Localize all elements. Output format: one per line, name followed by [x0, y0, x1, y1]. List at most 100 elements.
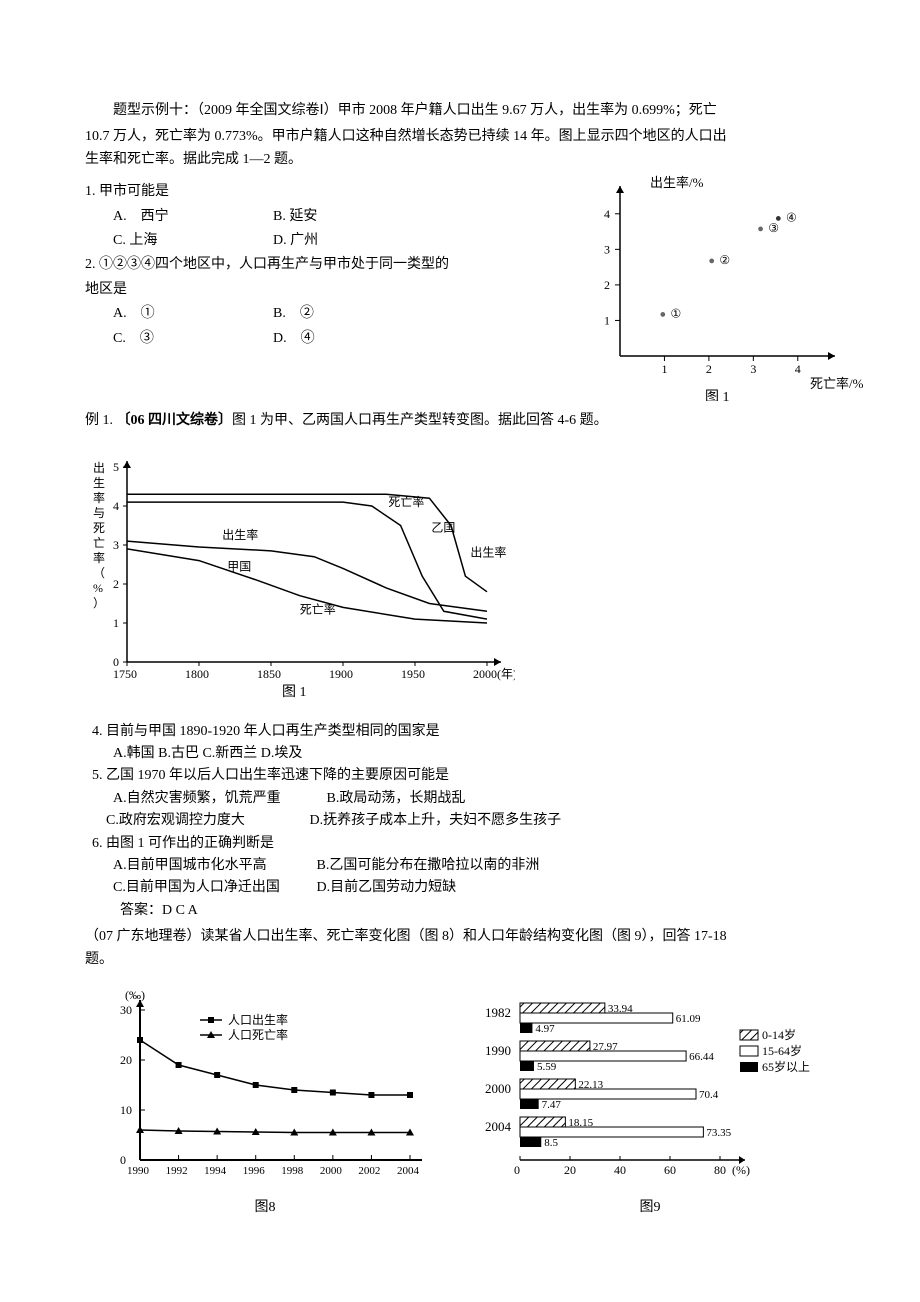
- svg-text:人口出生率: 人口出生率: [228, 1012, 288, 1027]
- svg-text:1994: 1994: [204, 1165, 227, 1177]
- q2-stem2: 地区是: [85, 279, 505, 301]
- svg-text:图 1: 图 1: [282, 685, 307, 700]
- svg-text:2000: 2000: [320, 1165, 343, 1177]
- svg-text:40: 40: [614, 1163, 626, 1177]
- svg-text:8.5: 8.5: [544, 1137, 558, 1149]
- svg-text:出生率: 出生率: [222, 527, 258, 542]
- svg-text:生: 生: [93, 476, 105, 490]
- chart9-caption: 图9: [465, 1197, 835, 1219]
- svg-text:%: %: [93, 581, 103, 595]
- q5-stem: 5. 乙国 1970 年以后人口出生率迅速下降的主要原因可能是: [92, 765, 835, 787]
- svg-text:②: ②: [719, 253, 730, 267]
- svg-text:3: 3: [604, 243, 610, 257]
- svg-text:0-14岁: 0-14岁: [762, 1027, 796, 1042]
- svg-text:乙国: 乙国: [431, 521, 455, 535]
- answer-line: 答案：D C A: [120, 900, 835, 922]
- intro-line1: 题型示例十：（2009 年全国文综卷Ⅰ）甲市 2008 年户籍人口出生 9.67…: [85, 100, 835, 122]
- svg-text:④: ④: [786, 211, 797, 225]
- svg-text:10: 10: [120, 1103, 132, 1117]
- q6-opt-b: B.乙国可能分布在撒哈拉以南的非洲: [317, 858, 540, 873]
- svg-text:0: 0: [113, 655, 119, 669]
- svg-text:7.47: 7.47: [542, 1099, 562, 1111]
- svg-text:2000: 2000: [485, 1081, 511, 1096]
- q1-opt-b: B. 延安: [273, 206, 317, 228]
- svg-text:2: 2: [706, 362, 712, 376]
- q6-opt-c: C.目前甲国为人口净迁出国: [113, 877, 313, 899]
- svg-text:2004: 2004: [397, 1165, 420, 1177]
- svg-text:出生率: 出生率: [470, 545, 506, 560]
- svg-text:死亡率: 死亡率: [388, 494, 424, 509]
- svg-text:0: 0: [514, 1163, 520, 1177]
- svg-text:率: 率: [93, 490, 105, 505]
- q4-stem: 4. 目前与甲国 1890-1920 年人口再生产类型相同的国家是: [92, 721, 835, 743]
- svg-text:0: 0: [120, 1153, 126, 1167]
- svg-text:4: 4: [113, 499, 119, 513]
- svg-text:1950: 1950: [401, 667, 425, 681]
- svg-text:1982: 1982: [485, 1005, 511, 1020]
- svg-text:3: 3: [750, 362, 756, 376]
- svg-text:1990: 1990: [485, 1043, 511, 1058]
- svg-text:人口死亡率: 人口死亡率: [228, 1027, 288, 1042]
- svg-text:）: ）: [93, 596, 105, 610]
- svg-text:与: 与: [93, 506, 105, 520]
- svg-text:5: 5: [113, 460, 119, 474]
- svg-text:①: ①: [670, 307, 681, 321]
- svg-text:亡: 亡: [93, 536, 105, 550]
- q6-stem: 6. 由图 1 可作出的正确判断是: [92, 833, 835, 855]
- svg-text:●: ●: [757, 223, 764, 235]
- svg-text:1990: 1990: [127, 1165, 150, 1177]
- svg-text:1996: 1996: [243, 1165, 266, 1177]
- svg-text:80: 80: [714, 1163, 726, 1177]
- svg-text:图 1: 图 1: [705, 390, 730, 401]
- svg-text:1750: 1750: [113, 667, 137, 681]
- svg-text:65岁以上: 65岁以上: [762, 1059, 810, 1074]
- q6-opt-d: D.目前乙国劳动力短缺: [317, 880, 457, 895]
- svg-text:1900: 1900: [329, 667, 353, 681]
- svg-text:2: 2: [113, 577, 119, 591]
- svg-text:出: 出: [93, 461, 105, 475]
- gd-intro2: 题。: [85, 949, 835, 971]
- svg-text:甲国: 甲国: [227, 560, 251, 574]
- q2-opt-d: D. ④: [273, 328, 315, 350]
- svg-text:3: 3: [113, 538, 119, 552]
- svg-text:2002: 2002: [358, 1165, 380, 1177]
- q5-opt-a: A.自然灾害频繁，饥荒严重: [113, 788, 323, 810]
- svg-text:61.09: 61.09: [676, 1013, 701, 1025]
- svg-text:1998: 1998: [281, 1165, 304, 1177]
- q6-opt-a: A.目前甲国城市化水平高: [113, 855, 313, 877]
- svg-text:20: 20: [120, 1053, 132, 1067]
- svg-text:2000(年): 2000(年): [473, 667, 515, 681]
- q5-opt-c: C.政府宏观调控力度大: [106, 810, 306, 832]
- q2-opt-c: C. ③: [113, 328, 273, 350]
- svg-text:1: 1: [661, 362, 667, 376]
- gd-intro1: （07 广东地理卷）读某省人口出生率、死亡率变化图（图 8）和人口年龄结构变化图…: [85, 926, 835, 948]
- svg-text:1992: 1992: [166, 1165, 188, 1177]
- svg-text:1: 1: [113, 616, 119, 630]
- svg-text:●: ●: [708, 255, 715, 267]
- svg-text:30: 30: [120, 1003, 132, 1017]
- svg-text:20: 20: [564, 1163, 576, 1177]
- svg-text:死: 死: [93, 521, 105, 535]
- svg-text:2004: 2004: [485, 1119, 512, 1134]
- q1-opt-d: D. 广州: [273, 230, 318, 252]
- svg-text:4.97: 4.97: [535, 1023, 555, 1035]
- q2-opt-a: A. ①: [113, 303, 273, 325]
- chart2-line: 175018001850190019502000(年)012345出生率与死亡率…: [85, 442, 835, 710]
- chart8-line: 199019921994199619982000200220040102030(…: [85, 985, 445, 1220]
- svg-text:66.44: 66.44: [689, 1051, 714, 1063]
- q5-opt-d: D.抚养孩子成本上升，夫妇不愿多生孩子: [310, 813, 562, 828]
- q1-stem: 1. 甲市可能是: [85, 181, 505, 203]
- intro-line2: 10.7 万人，死亡率为 0.773%。甲市户籍人口这种自然增长态势已持续 14…: [85, 126, 835, 148]
- svg-text:15-64岁: 15-64岁: [762, 1043, 802, 1058]
- svg-text:73.35: 73.35: [706, 1127, 731, 1139]
- chart1-scatter: 出生率/%12341234死亡率/%●①●②●③●④图 1: [585, 171, 865, 409]
- svg-text:出生率/%: 出生率/%: [650, 175, 704, 190]
- svg-text:1850: 1850: [257, 667, 281, 681]
- q2-stem: 2. ①②③④四个地区中，人口再生产与甲市处于同一类型的: [85, 254, 505, 276]
- q5-opt-b: B.政局动荡，长期战乱: [327, 791, 466, 806]
- svg-text:率: 率: [93, 550, 105, 565]
- svg-text:70.4: 70.4: [699, 1089, 719, 1101]
- intro-line3: 生率和死亡率。据此完成 1—2 题。: [85, 149, 835, 171]
- svg-text:死亡率: 死亡率: [300, 602, 336, 617]
- q4-opts: A.韩国 B.古巴 C.新西兰 D.埃及: [113, 743, 835, 765]
